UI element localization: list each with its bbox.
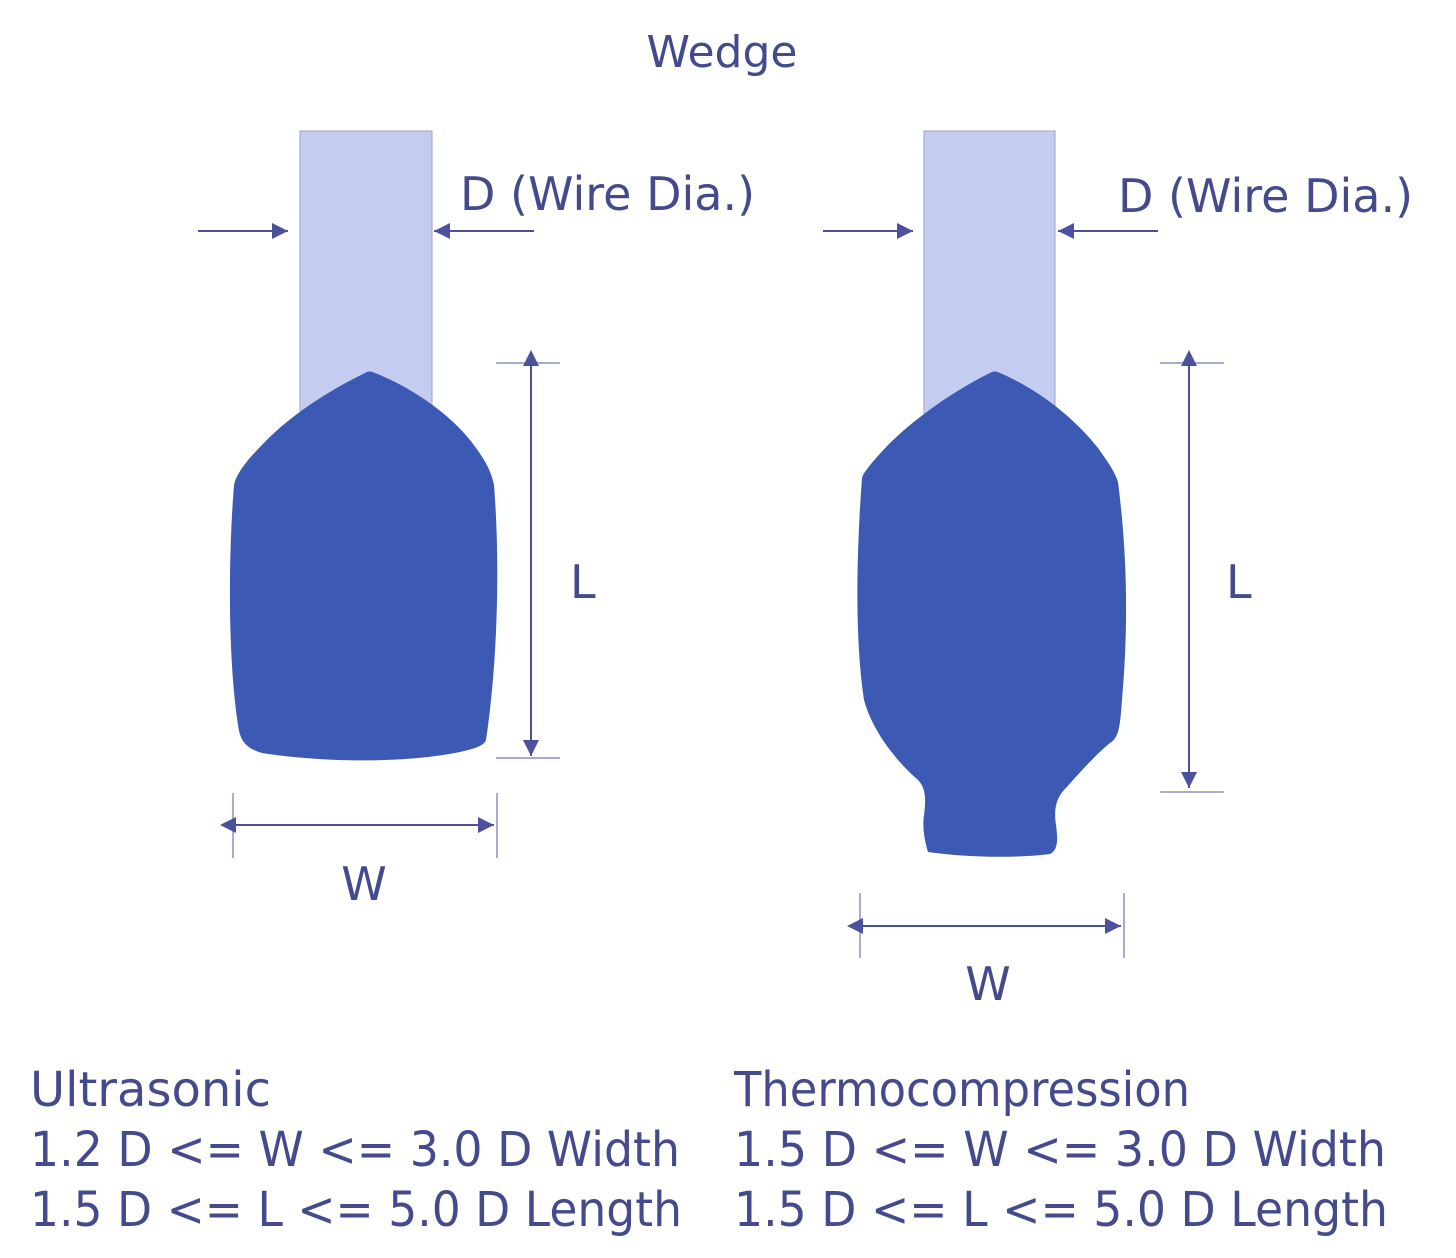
width-label: W xyxy=(341,857,386,911)
diagram-title: Wedge xyxy=(647,27,798,78)
thermocompression-width-rule: 1.5 D <= W <= 3.0 D Width xyxy=(734,1122,1386,1178)
ultrasonic-heading: Ultrasonic xyxy=(30,1062,271,1118)
thermocompression-spec-block: Thermocompression 1.5 D <= W <= 3.0 D Wi… xyxy=(733,1062,1388,1238)
ultrasonic-width-rule: 1.2 D <= W <= 3.0 D Width xyxy=(30,1122,680,1178)
ultrasonic-length-rule: 1.5 D <= L <= 5.0 D Length xyxy=(30,1182,682,1238)
wire-diameter-label: D (Wire Dia.) xyxy=(1118,169,1413,223)
thermocompression-bond-shape xyxy=(857,371,1127,857)
ultrasonic-wedge-figure: D (Wire Dia.) L W xyxy=(198,130,755,911)
length-label: L xyxy=(1226,555,1252,609)
thermocompression-length-rule: 1.5 D <= L <= 5.0 D Length xyxy=(734,1182,1388,1238)
wire-diameter-label: D (Wire Dia.) xyxy=(460,167,755,221)
length-label: L xyxy=(570,555,596,609)
width-label: W xyxy=(965,957,1010,1011)
thermocompression-wedge-figure: D (Wire Dia.) L W xyxy=(823,130,1413,1011)
wire xyxy=(923,130,1056,422)
ultrasonic-spec-block: Ultrasonic 1.2 D <= W <= 3.0 D Width 1.5… xyxy=(30,1062,682,1238)
ultrasonic-bond-shape xyxy=(229,371,498,761)
thermocompression-heading: Thermocompression xyxy=(733,1062,1190,1118)
